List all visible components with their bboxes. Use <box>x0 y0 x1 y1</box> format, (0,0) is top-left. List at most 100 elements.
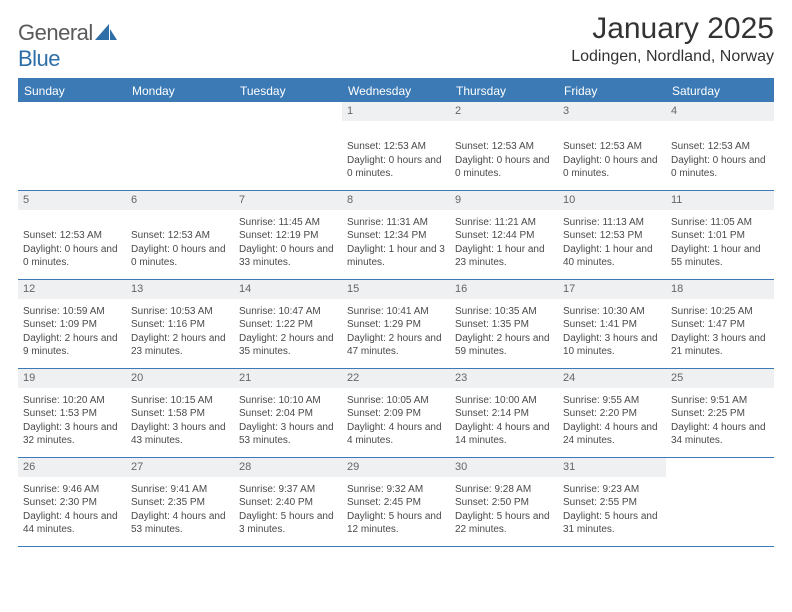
day-number: 31 <box>558 458 666 477</box>
day-number: 25 <box>666 369 774 388</box>
day-number: 20 <box>126 369 234 388</box>
day-body: Sunrise: 10:20 AMSunset: 1:53 PMDaylight… <box>18 392 126 453</box>
day-number: 13 <box>126 280 234 299</box>
day-line: Sunset: 2:40 PM <box>239 496 337 510</box>
day-cell: 9Sunrise: 11:21 AMSunset: 12:44 PMDaylig… <box>450 191 558 279</box>
day-line: Sunrise: 9:23 AM <box>563 483 661 497</box>
day-line: Sunset: 2:14 PM <box>455 407 553 421</box>
day-cell <box>126 102 234 190</box>
day-line: Daylight: 0 hours and 0 minutes. <box>455 154 553 181</box>
day-line: Daylight: 3 hours and 53 minutes. <box>239 421 337 448</box>
day-number: 27 <box>126 458 234 477</box>
day-line: Sunrise: 9:37 AM <box>239 483 337 497</box>
day-number: 7 <box>234 191 342 210</box>
day-cell: 1 Sunset: 12:53 AMDaylight: 0 hours and … <box>342 102 450 190</box>
day-body: Sunrise: 10:47 AMSunset: 1:22 PMDaylight… <box>234 303 342 364</box>
day-body <box>126 125 234 132</box>
day-line: Sunset: 1:41 PM <box>563 318 661 332</box>
day-line: Sunset: 1:29 PM <box>347 318 445 332</box>
day-cell: 30Sunrise: 9:28 AMSunset: 2:50 PMDayligh… <box>450 458 558 546</box>
day-body <box>18 125 126 132</box>
title-block: January 2025 Lodingen, Nordland, Norway <box>571 12 774 70</box>
day-line: Daylight: 1 hour and 40 minutes. <box>563 243 661 270</box>
day-number: 18 <box>666 280 774 299</box>
day-line: Daylight: 3 hours and 32 minutes. <box>23 421 121 448</box>
day-line: Sunrise: 10:15 AM <box>131 394 229 408</box>
day-number: 24 <box>558 369 666 388</box>
day-body: Sunrise: 9:37 AMSunset: 2:40 PMDaylight:… <box>234 481 342 542</box>
day-body: Sunrise: 11:13 AMSunset: 12:53 PMDayligh… <box>558 214 666 275</box>
day-line: Daylight: 3 hours and 43 minutes. <box>131 421 229 448</box>
day-line: Daylight: 1 hour and 3 minutes. <box>347 243 445 270</box>
day-cell: 21Sunrise: 10:10 AMSunset: 2:04 PMDaylig… <box>234 369 342 457</box>
day-line: Daylight: 2 hours and 47 minutes. <box>347 332 445 359</box>
day-line: Sunrise: 9:41 AM <box>131 483 229 497</box>
weekday-header: Wednesday <box>342 80 450 102</box>
day-number: 11 <box>666 191 774 210</box>
day-line: Sunset: 1:58 PM <box>131 407 229 421</box>
day-line: Sunrise: 9:55 AM <box>563 394 661 408</box>
day-line: Sunset: 2:20 PM <box>563 407 661 421</box>
weekday-header: Friday <box>558 80 666 102</box>
day-line: Sunset: 2:30 PM <box>23 496 121 510</box>
day-line: Sunset: 2:55 PM <box>563 496 661 510</box>
day-number: 21 <box>234 369 342 388</box>
day-line: Sunset: 1:22 PM <box>239 318 337 332</box>
day-number: 5 <box>18 191 126 210</box>
day-line: Sunrise: 10:30 AM <box>563 305 661 319</box>
day-line: Sunset: 12:53 AM <box>671 140 769 154</box>
day-line: Sunrise: 11:31 AM <box>347 216 445 230</box>
day-line: Daylight: 0 hours and 0 minutes. <box>671 154 769 181</box>
day-line: Sunset: 1:35 PM <box>455 318 553 332</box>
day-number: 10 <box>558 191 666 210</box>
day-cell: 15Sunrise: 10:41 AMSunset: 1:29 PMDaylig… <box>342 280 450 368</box>
day-line: Daylight: 0 hours and 0 minutes. <box>347 154 445 181</box>
day-body: Sunrise: 11:45 AMSunset: 12:19 PMDayligh… <box>234 214 342 275</box>
day-line: Sunrise: 10:00 AM <box>455 394 553 408</box>
day-line: Daylight: 5 hours and 22 minutes. <box>455 510 553 537</box>
day-body: Sunrise: 10:41 AMSunset: 1:29 PMDaylight… <box>342 303 450 364</box>
day-line: Sunrise: 9:46 AM <box>23 483 121 497</box>
day-body: Sunrise: 9:55 AMSunset: 2:20 PMDaylight:… <box>558 392 666 453</box>
day-number: 4 <box>666 102 774 121</box>
day-line: Daylight: 4 hours and 34 minutes. <box>671 421 769 448</box>
day-line: Daylight: 1 hour and 55 minutes. <box>671 243 769 270</box>
day-cell: 20 Sunrise: 10:15 AMSunset: 1:58 PMDaylig… <box>126 369 234 457</box>
day-body <box>234 125 342 132</box>
day-number: 22 <box>342 369 450 388</box>
day-line: Sunrise: 9:32 AM <box>347 483 445 497</box>
day-cell: 12Sunrise: 10:59 AMSunset: 1:09 PMDaylig… <box>18 280 126 368</box>
day-line: Sunrise: 10:05 AM <box>347 394 445 408</box>
day-body: Sunrise: 10:25 AMSunset: 1:47 PMDaylight… <box>666 303 774 364</box>
day-line: Sunset: 1:09 PM <box>23 318 121 332</box>
day-cell: 16Sunrise: 10:35 AMSunset: 1:35 PMDaylig… <box>450 280 558 368</box>
day-line: Sunrise: 11:13 AM <box>563 216 661 230</box>
day-body: Sunrise: 11:05 AMSunset: 1:01 PMDaylight… <box>666 214 774 275</box>
day-body: Sunrise: 9:41 AMSunset: 2:35 PMDaylight:… <box>126 481 234 542</box>
day-number <box>666 458 774 477</box>
day-line: Sunset: 12:53 AM <box>131 229 229 243</box>
day-number: 26 <box>18 458 126 477</box>
day-cell: 2 Sunset: 12:53 AMDaylight: 0 hours and … <box>450 102 558 190</box>
day-body: Sunrise: 9:28 AMSunset: 2:50 PMDaylight:… <box>450 481 558 542</box>
day-cell: 28Sunrise: 9:37 AMSunset: 2:40 PMDayligh… <box>234 458 342 546</box>
brand-word-1: General <box>18 20 93 45</box>
weekday-header: Sunday <box>18 80 126 102</box>
day-cell: 13Sunrise: 10:53 AMSunset: 1:16 PMDaylig… <box>126 280 234 368</box>
day-number: 29 <box>342 458 450 477</box>
day-line: Sunset: 12:53 AM <box>347 140 445 154</box>
week-row: 5 Sunset: 12:53 AMDaylight: 0 hours and … <box>18 191 774 280</box>
day-number <box>126 102 234 121</box>
day-line: Daylight: 4 hours and 53 minutes. <box>131 510 229 537</box>
day-cell <box>234 102 342 190</box>
day-body: Sunset: 12:53 AMDaylight: 0 hours and 0 … <box>126 214 234 275</box>
day-line: Daylight: 5 hours and 12 minutes. <box>347 510 445 537</box>
day-line: Sunset: 2:35 PM <box>131 496 229 510</box>
day-cell: 23Sunrise: 10:00 AMSunset: 2:14 PMDaylig… <box>450 369 558 457</box>
location-text: Lodingen, Nordland, Norway <box>571 48 774 66</box>
day-body: Sunrise: 9:23 AMSunset: 2:55 PMDaylight:… <box>558 481 666 542</box>
day-line: Sunset: 12:44 PM <box>455 229 553 243</box>
day-body: Sunrise: 10:59 AMSunset: 1:09 PMDaylight… <box>18 303 126 364</box>
day-line: Sunset: 1:53 PM <box>23 407 121 421</box>
day-cell: 27 Sunrise: 9:41 AMSunset: 2:35 PMDayligh… <box>126 458 234 546</box>
